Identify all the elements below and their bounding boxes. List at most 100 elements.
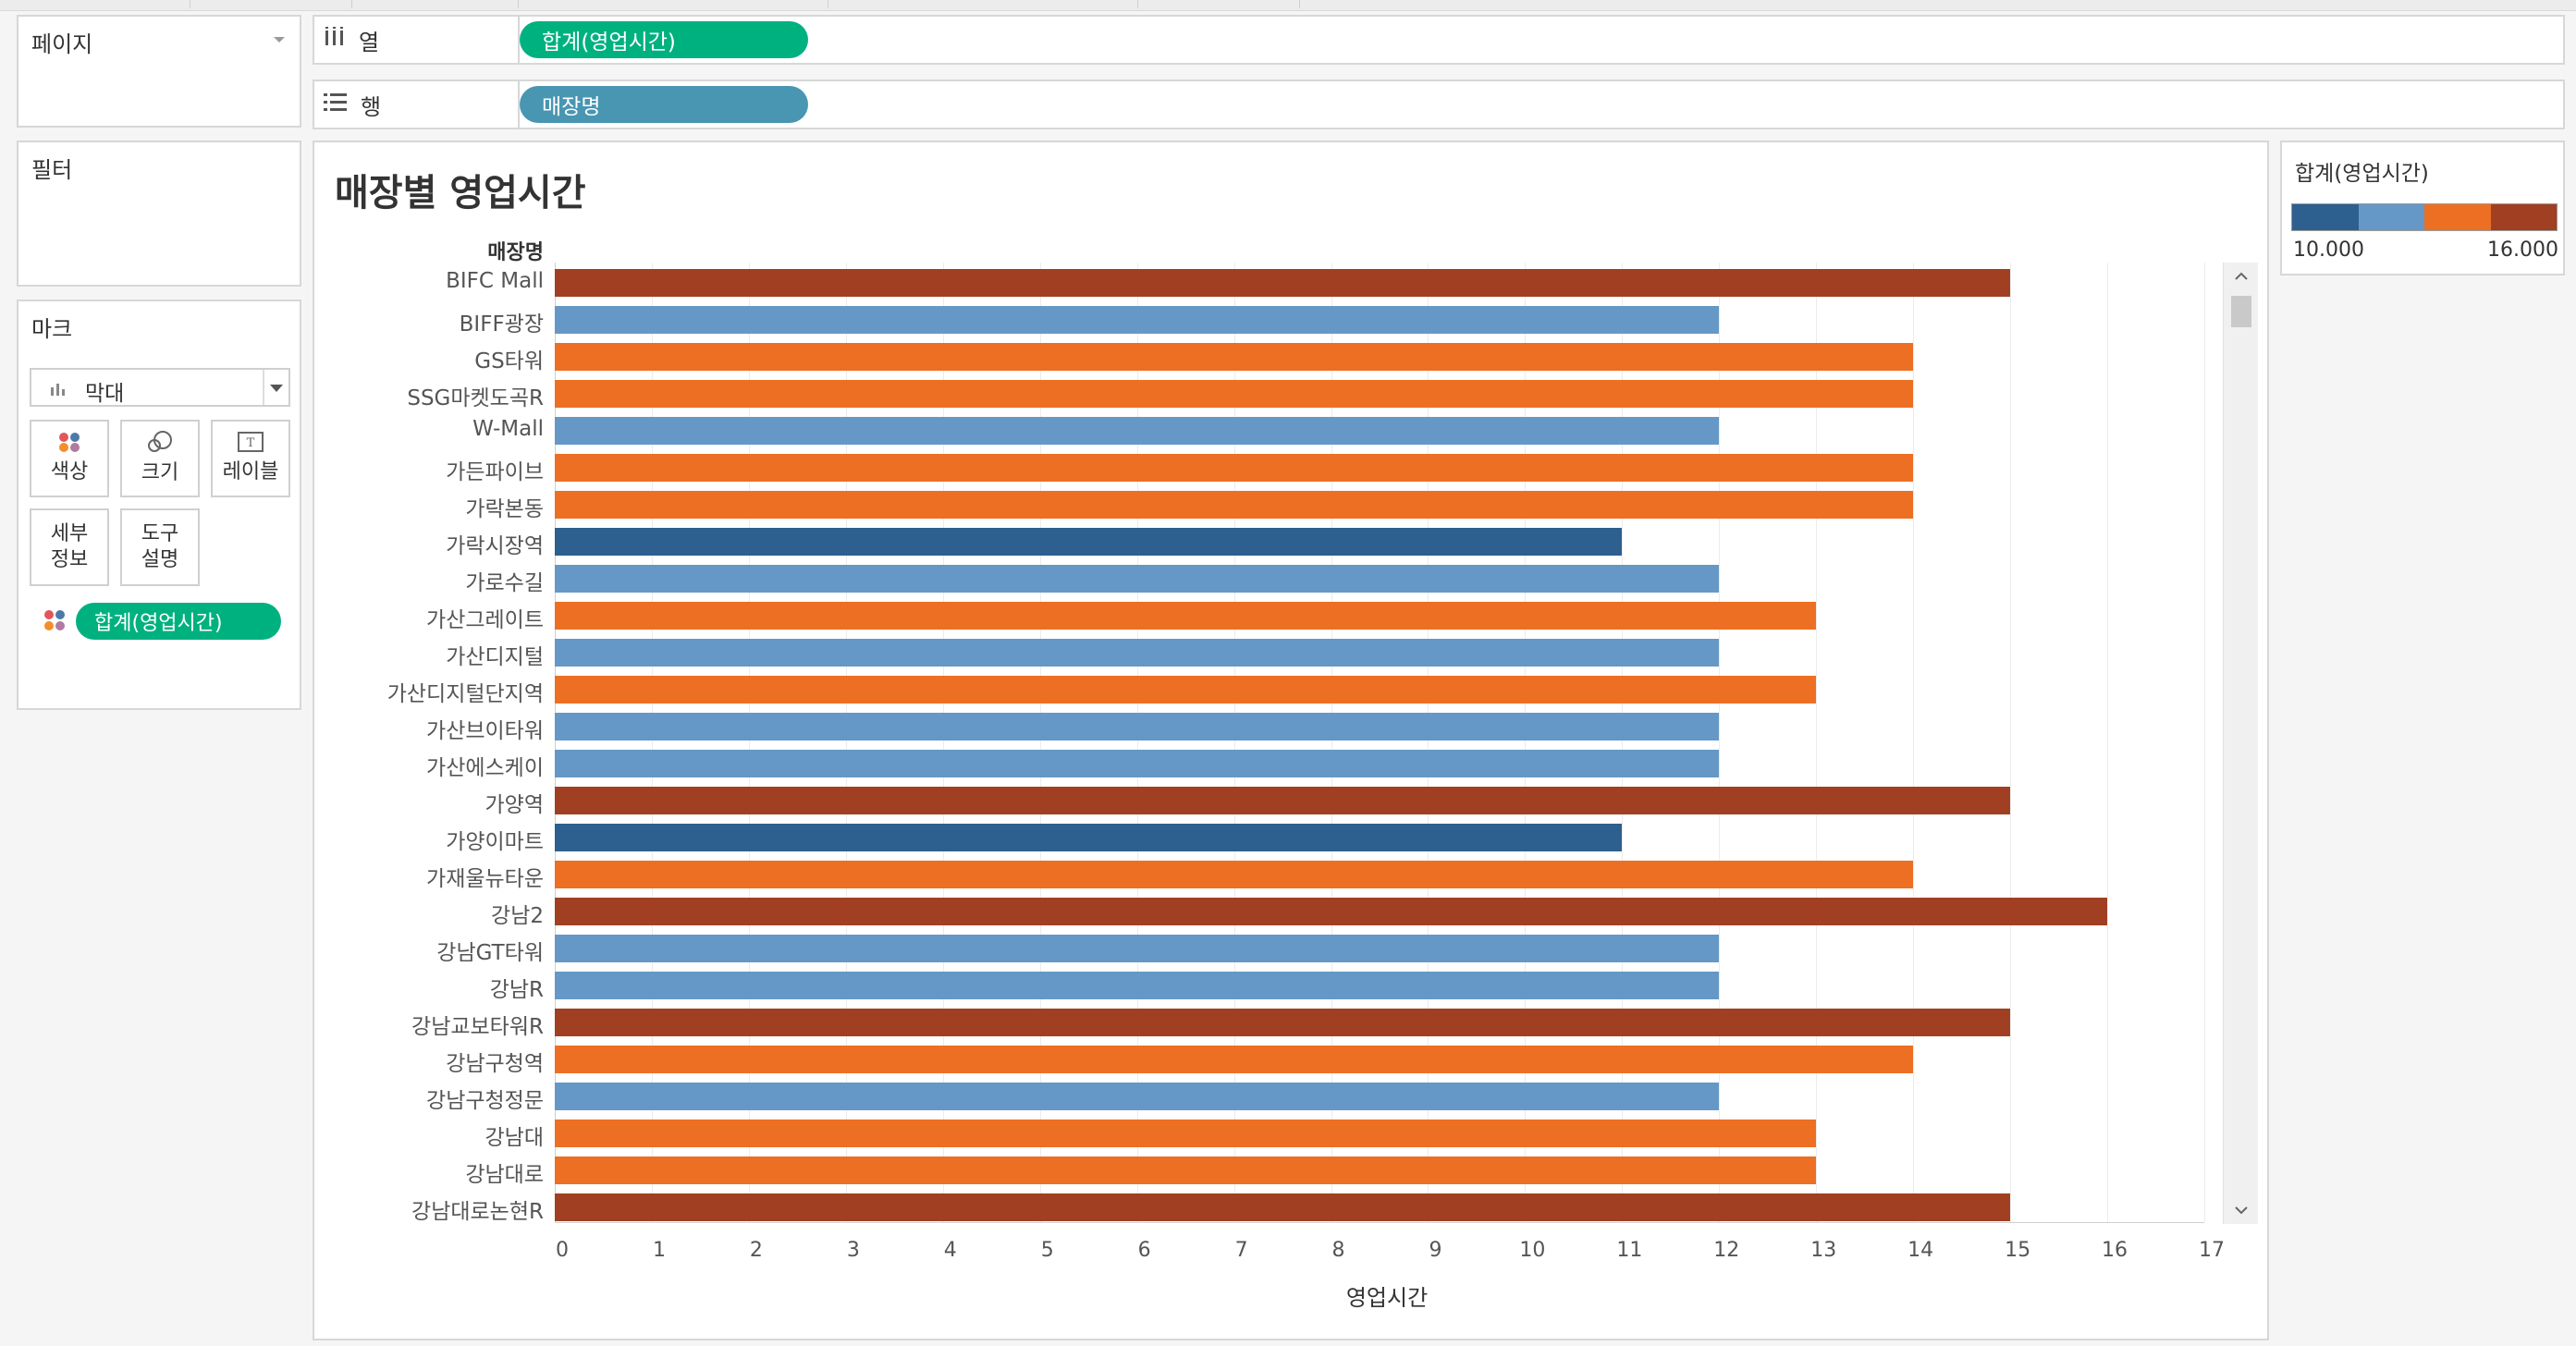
- gridline: [1331, 263, 1332, 1222]
- columns-pill-label: 합계(영업시간): [542, 31, 676, 55]
- bar[interactable]: [555, 1046, 1914, 1073]
- legend-min: 10.000: [2293, 239, 2364, 262]
- gridline: [1428, 263, 1429, 1222]
- gridline: [1233, 263, 1235, 1222]
- gridline: [1039, 263, 1041, 1222]
- bar[interactable]: [555, 1083, 1720, 1110]
- category-label: GS타워: [474, 349, 544, 373]
- columns-pill[interactable]: 합계(영업시간): [520, 21, 808, 58]
- columns-icon: [324, 27, 346, 53]
- bar[interactable]: [555, 713, 1720, 740]
- bar[interactable]: [555, 454, 1914, 482]
- gridline: [1622, 263, 1624, 1222]
- category-label: 가재울뉴타운: [426, 867, 544, 891]
- label-button-label: 레이블: [222, 460, 279, 483]
- marks-card: 마크 막대 색상 크기 T 레이블 세부 정보 도구 설명 합계(영: [17, 300, 301, 710]
- bar[interactable]: [555, 565, 1720, 593]
- bar[interactable]: [555, 491, 1914, 519]
- category-label: 강남대: [485, 1126, 544, 1150]
- x-tick-label: 8: [1331, 1239, 1345, 1262]
- columns-shelf-header: 열: [324, 17, 379, 63]
- bar[interactable]: [555, 1120, 1817, 1147]
- bar[interactable]: [555, 417, 1720, 445]
- shelf-divider: [518, 81, 520, 128]
- bar[interactable]: [555, 750, 1720, 777]
- rows-shelf[interactable]: 행 매장명: [313, 80, 2565, 129]
- category-label: 강남R: [489, 978, 544, 1002]
- category-label: 가산디지털단지역: [386, 682, 544, 706]
- scroll-down-icon[interactable]: [2224, 1196, 2259, 1224]
- color-legend[interactable]: 합계(영업시간) 10.000 16.000: [2280, 141, 2565, 275]
- x-tick-label: 3: [846, 1239, 860, 1262]
- bar[interactable]: [555, 824, 1623, 851]
- detail-button-label-1: 세부: [50, 522, 89, 545]
- color-field-pill[interactable]: 합계(영업시간): [76, 603, 281, 640]
- category-label: 가든파이브: [446, 460, 544, 484]
- tooltip-button[interactable]: 도구 설명: [120, 508, 200, 586]
- size-button[interactable]: 크기: [120, 420, 200, 497]
- bar[interactable]: [555, 935, 1720, 962]
- bar[interactable]: [555, 861, 1914, 888]
- x-tick-label: 9: [1429, 1239, 1442, 1262]
- columns-shelf-label: 열: [359, 29, 380, 55]
- size-button-label: 크기: [141, 461, 179, 484]
- gridline: [1136, 263, 1138, 1222]
- filters-card[interactable]: 필터: [17, 141, 301, 287]
- color-button-label: 색상: [50, 460, 89, 483]
- bar[interactable]: [555, 602, 1817, 630]
- top-toolbar-strip: [0, 0, 2576, 11]
- bar[interactable]: [555, 1193, 2011, 1221]
- scroll-up-icon[interactable]: [2224, 263, 2259, 290]
- scroll-thumb[interactable]: [2231, 296, 2251, 327]
- x-tick-label: 0: [556, 1239, 569, 1262]
- x-tick-label: 15: [2005, 1239, 2031, 1262]
- chevron-down-icon: [270, 385, 283, 392]
- gridline: [1913, 263, 1915, 1222]
- x-tick-label: 14: [1907, 1239, 1934, 1262]
- x-tick-label: 11: [1616, 1239, 1643, 1262]
- category-label: 가락시장역: [446, 534, 544, 558]
- bar[interactable]: [555, 269, 2011, 297]
- bar[interactable]: [555, 380, 1914, 408]
- x-tick-label: 1: [652, 1239, 666, 1262]
- gridline: [1816, 263, 1818, 1222]
- bar[interactable]: [555, 639, 1720, 667]
- category-label: 강남대로: [465, 1163, 544, 1187]
- color-button[interactable]: 색상: [30, 420, 109, 497]
- pages-label: 페이지: [31, 31, 93, 57]
- rows-pill[interactable]: 매장명: [520, 86, 808, 123]
- bar[interactable]: [555, 676, 1817, 704]
- pages-card[interactable]: 페이지: [17, 15, 301, 128]
- x-tick-label: 12: [1713, 1239, 1740, 1262]
- category-label: 가산브이타워: [426, 719, 544, 743]
- tooltip-button-label-2: 설명: [141, 548, 179, 571]
- tooltip-button-label-1: 도구: [141, 522, 179, 545]
- legend-color-step: [2292, 204, 2359, 230]
- label-button[interactable]: T 레이블: [211, 420, 290, 497]
- vertical-scrollbar[interactable]: [2223, 263, 2258, 1224]
- bar[interactable]: [555, 787, 2011, 814]
- rows-shelf-header: 행: [324, 81, 381, 128]
- bar[interactable]: [555, 306, 1720, 334]
- mark-type-dropdown[interactable]: 막대: [30, 368, 290, 407]
- gridline: [748, 263, 750, 1222]
- bar[interactable]: [555, 1156, 1817, 1184]
- columns-shelf[interactable]: 열 합계(영업시간): [313, 15, 2565, 65]
- x-tick-label: 7: [1234, 1239, 1248, 1262]
- pages-dropdown-icon[interactable]: [274, 37, 285, 43]
- category-label: 가산에스케이: [426, 756, 544, 780]
- category-label: 가양역: [485, 793, 544, 817]
- x-tick-label: 16: [2102, 1239, 2128, 1262]
- detail-button[interactable]: 세부 정보: [30, 508, 109, 586]
- gridline: [2107, 263, 2109, 1222]
- bar[interactable]: [555, 528, 1623, 556]
- bar[interactable]: [555, 343, 1914, 371]
- category-label: 강남교보타워R: [411, 1015, 544, 1039]
- bar[interactable]: [555, 972, 1720, 999]
- filters-label: 필터: [31, 157, 73, 183]
- bar[interactable]: [555, 898, 2108, 925]
- x-tick-label: 2: [749, 1239, 763, 1262]
- shelf-divider: [518, 17, 520, 63]
- size-icon: [146, 431, 174, 460]
- bar[interactable]: [555, 1009, 2011, 1036]
